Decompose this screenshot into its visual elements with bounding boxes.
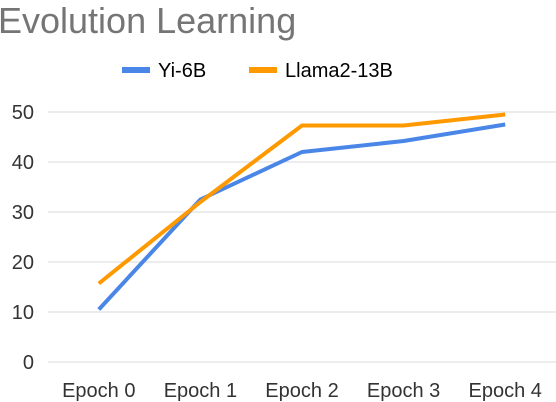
series-line-llama2-13b (97, 112, 506, 286)
y-axis-ticks: 0 10 20 30 40 50 (12, 102, 34, 374)
series-lines (97, 112, 506, 311)
x-axis-ticks: Epoch 0 Epoch 1 Epoch 2 Epoch 3 Epoch 4 (62, 380, 542, 402)
chart-title: Evolution Learning (0, 0, 296, 41)
x-tick-epoch-1: Epoch 1 (164, 380, 237, 402)
legend-label-llama2-13b: Llama2-13B (285, 60, 393, 82)
x-tick-epoch-3: Epoch 3 (367, 380, 440, 402)
y-tick-0: 0 (23, 352, 34, 374)
y-tick-30: 30 (12, 202, 34, 224)
x-tick-epoch-2: Epoch 2 (265, 380, 338, 402)
x-tick-epoch-0: Epoch 0 (62, 380, 135, 402)
y-tick-20: 20 (12, 252, 34, 274)
legend-label-yi-6b: Yi-6B (158, 60, 206, 82)
y-tick-40: 40 (12, 152, 34, 174)
gridlines (48, 111, 556, 363)
y-tick-50: 50 (12, 102, 34, 124)
x-tick-epoch-4: Epoch 4 (469, 380, 542, 402)
y-tick-10: 10 (12, 302, 34, 324)
series-line-yi-6b (97, 122, 506, 311)
legend: Yi-6B Llama2-13B (122, 60, 393, 82)
